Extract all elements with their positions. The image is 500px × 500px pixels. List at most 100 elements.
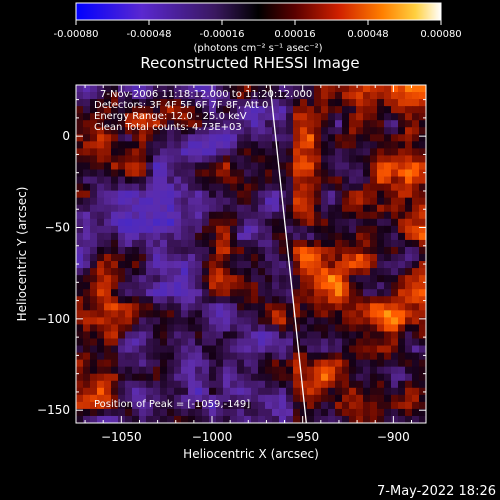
heatmap-cell [188,155,196,164]
heatmap-cell [139,331,147,340]
heatmap-cell [118,232,126,241]
heatmap-cell [419,254,426,262]
heatmap-cell [237,113,245,121]
heatmap-cell [118,275,126,283]
heatmap-cell [76,134,84,142]
heatmap-cell [209,162,217,171]
heatmap-cell [202,211,210,220]
heatmap-cell [314,155,322,164]
heatmap-cell [258,366,266,375]
heatmap-cell [251,155,259,164]
heatmap-cell [104,183,112,192]
heatmap-cell [216,99,224,107]
heatmap-cell [111,106,119,114]
heatmap-cell [307,387,315,396]
heatmap-cell [405,190,413,199]
heatmap-cell [125,99,133,107]
heatmap-cell [405,176,413,185]
chart-title: Reconstructed RHESSI Image [140,54,359,72]
heatmap-cell [160,408,168,417]
heatmap-cell [398,303,406,311]
heatmap-cell [412,380,420,389]
heatmap-cell [90,331,98,340]
heatmap-cell [321,324,329,333]
colorbar-ticks: -0.00080 -0.00048 -0.00016 0.00016 0.00048 0.… [54,20,462,40]
heatmap-cell [363,106,371,114]
heatmap-cell [146,394,154,403]
heatmap-cell [216,106,224,114]
heatmap-cell [118,366,126,375]
heatmap-cell [377,190,385,199]
heatmap-cell [223,169,231,178]
heatmap-cell [216,218,224,227]
heatmap-cell [83,127,91,135]
heatmap-cell [356,394,364,403]
heatmap-cell [160,92,168,100]
heatmap-cell [125,415,133,423]
heatmap-cell [405,155,413,164]
heatmap-cell [279,408,287,417]
heatmap-cell [230,190,238,199]
heatmap-cell [321,183,329,192]
heatmap-cell [230,134,238,142]
heatmap-cell [293,246,301,255]
heatmap-cell [237,148,245,157]
heatmap-cell [398,232,406,241]
heatmap-cell [293,408,301,417]
heatmap-cell [160,282,168,290]
heatmap-cell [202,289,210,297]
heatmap-cell [181,120,189,128]
heatmap-cell [97,352,105,361]
heatmap-cell [167,366,175,375]
heatmap-cell [118,380,126,389]
heatmap-cell [377,408,385,417]
heatmap-cell [349,296,357,304]
heatmap-cell [272,338,280,347]
heatmap-cell [202,338,210,347]
heatmap-cell [377,401,385,410]
heatmap-cell [97,162,105,171]
heatmap-cell [216,162,224,171]
heatmap-cell [251,127,259,135]
heatmap-cell [188,289,196,297]
heatmap-cell [181,218,189,227]
heatmap-cell [195,190,203,199]
heatmap-cell [146,176,154,185]
heatmap-cell [167,275,175,283]
heatmap-cell [244,310,252,318]
heatmap-cell [321,380,329,389]
heatmap-cell [153,331,161,340]
heatmap-cell [76,359,84,368]
heatmap-cell [391,366,399,375]
heatmap-cell [146,359,154,368]
heatmap-cell [97,394,105,403]
heatmap-cell [139,141,147,149]
heatmap-cell [251,211,259,220]
heatmap-cell [349,239,357,248]
heatmap-cell [76,225,84,234]
heatmap-cell [398,338,406,347]
heatmap-cell [118,211,126,220]
heatmap-cell [307,183,315,192]
heatmap-cell [209,359,217,368]
heatmap-cell [321,85,329,93]
heatmap-cell [181,99,189,107]
heatmap-cell [223,394,231,403]
heatmap-cell [377,352,385,361]
y-tick-label: −50 [45,221,70,235]
heatmap-cell [265,141,273,149]
heatmap-cell [230,324,238,333]
heatmap-cell [251,254,259,262]
heatmap-cell [412,359,420,368]
heatmap-cell [223,239,231,248]
heatmap-cell [293,401,301,410]
heatmap-cell [377,141,385,149]
heatmap-cell [118,310,126,318]
heatmap-cell [377,85,385,93]
heatmap-cell [314,289,322,297]
heatmap-cell [419,296,426,304]
heatmap-cell [349,303,357,311]
heatmap-cell [111,401,119,410]
heatmap-cell [300,92,308,100]
heatmap-cell [307,366,315,375]
